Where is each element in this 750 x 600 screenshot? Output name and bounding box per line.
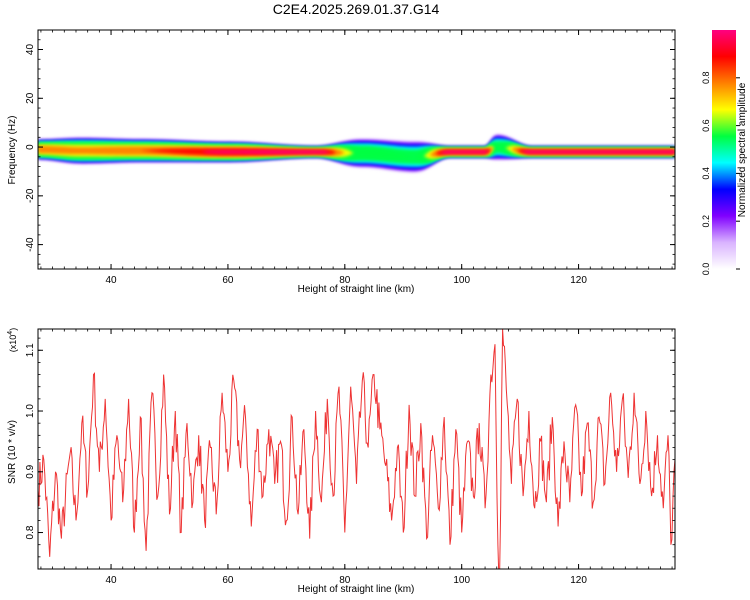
snr-y-tick-label: 0.9 — [25, 464, 36, 478]
snr-frame — [37, 328, 676, 570]
heatmap-x-axis: 40 60 80 100 120 — [40, 30, 673, 286]
snr-y-axis-label: SNR (10 * v/v) — [7, 420, 18, 484]
colorbar-ticks: 0.0 0.2 0.4 0.6 0.8 — [701, 72, 740, 276]
heatmap-x-tick-label: 40 — [105, 275, 117, 286]
snr-x-tick-label: 60 — [222, 575, 234, 586]
snr-y-multiplier: (x104) — [7, 328, 18, 352]
colorbar-tick-label: 0.0 — [701, 263, 711, 276]
snr-y-tick-label: 1.1 — [25, 343, 36, 357]
heatmap-amplitude-band — [38, 147, 675, 157]
snr-y-tick-label: 0.8 — [25, 525, 36, 539]
heatmap-y-tick-label: 20 — [25, 92, 36, 104]
snr-y-multiplier-base: (x10 — [8, 335, 18, 353]
heatmap-x-tick-label: 100 — [453, 275, 470, 286]
snr-x-tick-label: 40 — [105, 575, 117, 586]
snr-x-axis-label: Height of straight line (km) — [298, 584, 415, 595]
snr-panel: 40 60 80 100 120 0.8 0.9 1.0 1.1 Height of stra… — [7, 328, 676, 595]
heatmap-x-tick-label: 120 — [570, 275, 587, 286]
heatmap-x-axis-label: Height of straight line (km) — [298, 284, 415, 295]
colorbar-tick-label: 0.6 — [701, 119, 711, 132]
heatmap-y-tick-label: -40 — [25, 237, 36, 252]
snr-x-tick-label: 100 — [453, 575, 470, 586]
snr-plot-area — [38, 329, 675, 569]
colorbar-label: Normalized spectral amplitude — [737, 82, 748, 217]
heatmap-frame — [37, 29, 676, 270]
snr-series-line — [38, 329, 675, 569]
snr-y-tick-label: 1.0 — [25, 404, 36, 418]
figure-title: C2E4.2025.269.01.37.G14 — [273, 1, 440, 17]
heatmap-y-tick-label: 0 — [25, 144, 36, 150]
heatmap-amplitude-band — [38, 147, 675, 157]
colorbar: 0.0 0.2 0.4 0.6 0.8 Normalized spectral ampl… — [701, 30, 748, 275]
heatmap-panel: 40 60 80 100 120 40 20 0 -20 -40 Height of strai… — [7, 29, 676, 295]
heatmap-ridge — [38, 134, 675, 173]
heatmap-y-tick-label: 40 — [25, 44, 36, 56]
colorbar-tick-label: 0.8 — [701, 72, 711, 85]
snr-y-multiplier-exp: 4 — [7, 331, 14, 335]
heatmap-y-axis-label: Frequency (Hz) — [7, 116, 18, 185]
heatmap-x-tick-label: 80 — [339, 275, 351, 286]
colorbar-tick-label: 0.4 — [701, 167, 711, 180]
heatmap-x-tick-label: 60 — [222, 275, 234, 286]
snr-y-multiplier-close: ) — [8, 328, 18, 331]
colorbar-scale — [712, 30, 736, 269]
snr-x-tick-label: 120 — [570, 575, 587, 586]
heatmap-y-tick-label: -20 — [25, 188, 36, 203]
snr-x-tick-label: 80 — [339, 575, 351, 586]
colorbar-tick-label: 0.2 — [701, 215, 711, 228]
